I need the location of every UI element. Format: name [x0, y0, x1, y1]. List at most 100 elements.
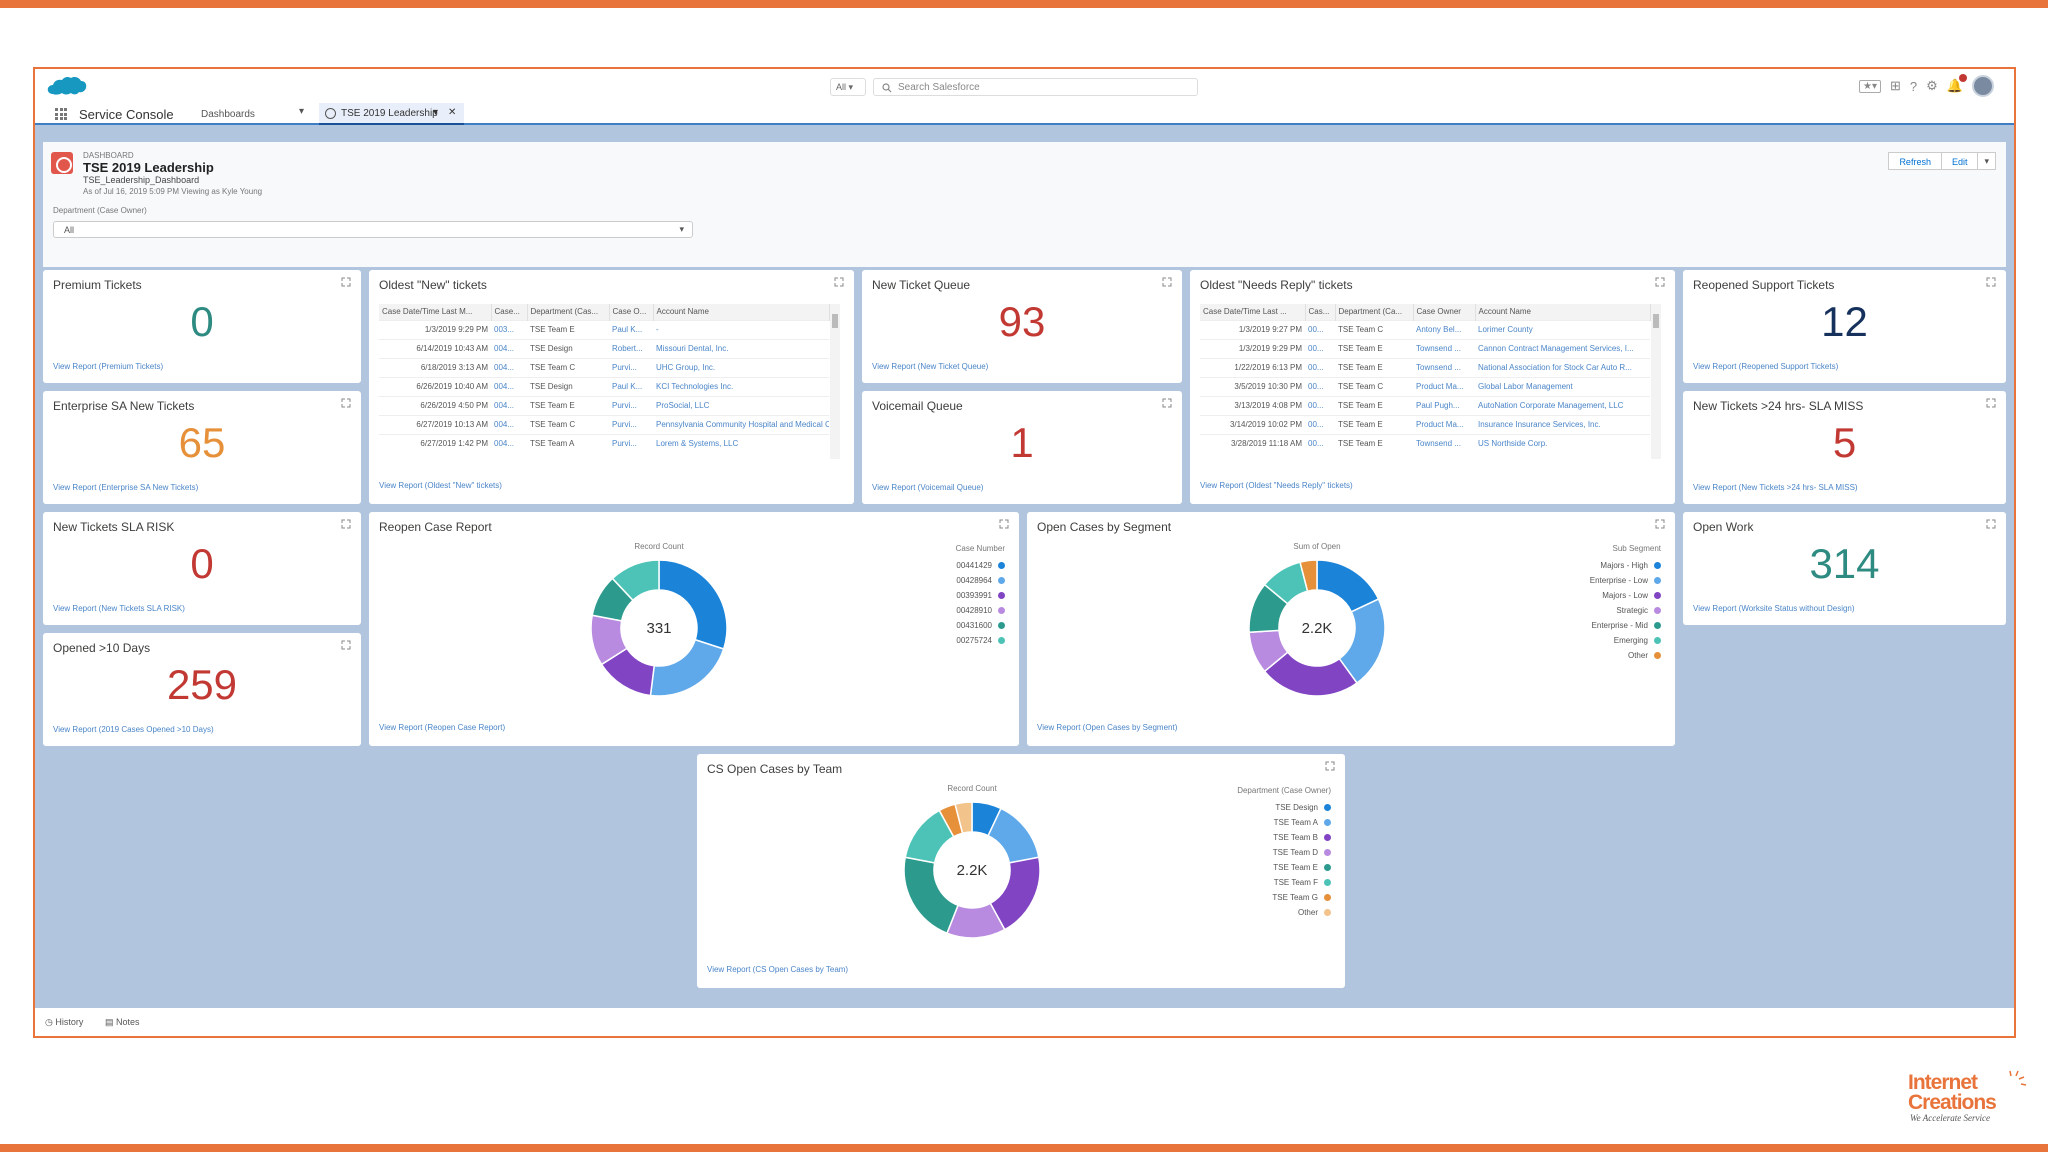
table-row[interactable]: 6/27/2019 10:13 AM 004... TSE Team C Purvi.…	[379, 414, 829, 434]
table-cell[interactable]: Paul Pugh...	[1413, 395, 1475, 415]
table-row[interactable]: 1/3/2019 9:27 PM 00... TSE Team C Antony Be…	[1200, 319, 1650, 339]
donut-slice-tse-team-e[interactable]	[903, 856, 959, 935]
history-button[interactable]: ◷ History	[45, 1017, 84, 1027]
table-cell[interactable]: Purvi...	[609, 357, 653, 377]
tab-dashboard[interactable]: TSE 2019 Leadership ▾ ✕	[319, 103, 464, 125]
expand-icon[interactable]	[1162, 398, 1172, 408]
team-donut-chart[interactable]: Record Count 2.2K	[882, 782, 1062, 952]
table-row[interactable]: 6/27/2019 1:42 PM 004... TSE Team A Purvi..…	[379, 433, 829, 453]
column-header[interactable]: Department (Ca...	[1335, 304, 1414, 320]
table-cell[interactable]: Paul K...	[609, 319, 653, 339]
table-scrollbar[interactable]	[1651, 304, 1661, 459]
view-report-link[interactable]: View Report (New Tickets >24 hrs- SLA MI…	[1693, 483, 1858, 492]
legend-item[interactable]: TSE Team B	[1191, 830, 1331, 845]
donut-slice-00428964[interactable]	[649, 638, 725, 697]
view-report-link[interactable]: View Report (Open Cases by Segment)	[1037, 723, 1178, 732]
column-header[interactable]: Case Date/Time Last M...	[379, 304, 492, 320]
table-scrollbar[interactable]	[830, 304, 840, 459]
search-input[interactable]: Search Salesforce	[873, 78, 1198, 96]
avatar[interactable]	[1972, 75, 1994, 97]
app-launcher-icon[interactable]	[55, 108, 67, 120]
table-cell[interactable]: UHC Group, Inc.	[653, 357, 829, 377]
view-report-link[interactable]: View Report (Oldest "New" tickets)	[379, 481, 502, 490]
table-row[interactable]: 1/3/2019 9:29 PM 00... TSE Team E Townsend …	[1200, 338, 1650, 358]
table-cell[interactable]: Antony Bel...	[1413, 319, 1475, 339]
column-header[interactable]: Case...	[491, 304, 528, 320]
legend-item[interactable]: Emerging	[1521, 633, 1661, 648]
expand-icon[interactable]	[341, 640, 351, 650]
chevron-down-icon[interactable]: ▾	[299, 106, 305, 117]
table-cell[interactable]: 00...	[1305, 376, 1335, 396]
view-report-link[interactable]: View Report (New Ticket Queue)	[872, 362, 989, 371]
table-row[interactable]: 3/14/2019 10:02 PM 00... TSE Team E Product…	[1200, 414, 1650, 434]
search-scope-select[interactable]: All ▾	[830, 78, 866, 96]
table-row[interactable]: 6/26/2019 10:40 AM 004... TSE Design Paul K…	[379, 376, 829, 396]
table-row[interactable]: 1/22/2019 6:13 PM 00... TSE Team E Townsend…	[1200, 357, 1650, 377]
legend-item[interactable]: Majors - Low	[1521, 588, 1661, 603]
view-report-link[interactable]: View Report (Reopen Case Report)	[379, 723, 506, 732]
table-cell[interactable]: 00...	[1305, 357, 1335, 377]
table-cell[interactable]: -	[653, 319, 829, 339]
table-cell[interactable]: Purvi...	[609, 433, 653, 453]
legend-item[interactable]: TSE Team E	[1191, 860, 1331, 875]
table-cell[interactable]: Insurance Insurance Services, Inc.	[1475, 414, 1650, 434]
table-cell[interactable]: 00...	[1305, 338, 1335, 358]
expand-icon[interactable]	[1655, 277, 1665, 287]
nav-item-selector[interactable]: Dashboards	[201, 109, 255, 120]
legend-item[interactable]: 00431600	[885, 618, 1005, 633]
global-actions-icon[interactable]: ⊞	[1890, 78, 1901, 93]
view-report-link[interactable]: View Report (Enterprise SA New Tickets)	[53, 483, 199, 492]
table-cell[interactable]: Global Labor Management	[1475, 376, 1650, 396]
table-cell[interactable]: ProSocial, LLC	[653, 395, 829, 415]
legend-item[interactable]: 00428910	[885, 603, 1005, 618]
table-cell[interactable]: 004...	[491, 376, 527, 396]
donut-slice-other[interactable]	[1299, 559, 1318, 593]
legend-item[interactable]: TSE Team D	[1191, 845, 1331, 860]
table-row[interactable]: 6/18/2019 3:13 AM 004... TSE Team C Purvi..…	[379, 357, 829, 377]
tab-chevron-icon[interactable]: ▾	[433, 107, 439, 118]
legend-item[interactable]: Other	[1521, 648, 1661, 663]
gear-icon[interactable]: ⚙	[1926, 78, 1938, 93]
expand-icon[interactable]	[1325, 761, 1335, 771]
table-row[interactable]: 3/5/2019 10:30 PM 00... TSE Team C Product …	[1200, 376, 1650, 396]
table-cell[interactable]: AutoNation Corporate Management, LLC	[1475, 395, 1650, 415]
column-header[interactable]: Account Name	[1475, 304, 1651, 320]
reopen-donut-chart[interactable]: Record Count 331	[569, 540, 749, 710]
salesforce-cloud-icon[interactable]	[45, 74, 87, 100]
department-filter-select[interactable]: All	[53, 221, 693, 238]
expand-icon[interactable]	[999, 519, 1009, 529]
legend-item[interactable]: TSE Team G	[1191, 890, 1331, 905]
table-cell[interactable]: Townsend ...	[1413, 433, 1475, 453]
column-header[interactable]: Case O...	[609, 304, 654, 320]
view-report-link[interactable]: View Report (New Tickets SLA RISK)	[53, 604, 185, 613]
notification-bell-icon[interactable]: 🔔	[1947, 74, 1967, 94]
table-cell[interactable]: Cannon Contract Management Services, I..…	[1475, 338, 1650, 358]
table-cell[interactable]: 004...	[491, 338, 527, 358]
table-cell[interactable]: Pennsylvania Community Hospital and Medi…	[653, 414, 829, 434]
legend-item[interactable]: 00441429	[885, 558, 1005, 573]
segment-donut-chart[interactable]: Sum of Open 2.2K	[1227, 540, 1407, 710]
legend-item[interactable]: 00393991	[885, 588, 1005, 603]
table-cell[interactable]: Townsend ...	[1413, 338, 1475, 358]
view-report-link[interactable]: View Report (Worksite Status without Des…	[1693, 604, 1855, 613]
expand-icon[interactable]	[1655, 519, 1665, 529]
donut-slice-00275724[interactable]	[611, 559, 660, 602]
view-report-link[interactable]: View Report (Voicemail Queue)	[872, 483, 984, 492]
table-row[interactable]: 6/14/2019 10:43 AM 004... TSE Design Robert…	[379, 338, 829, 358]
legend-item[interactable]: Enterprise - Low	[1521, 573, 1661, 588]
help-icon[interactable]: ?	[1909, 78, 1918, 94]
legend-item[interactable]: Strategic	[1521, 603, 1661, 618]
table-cell[interactable]: Paul K...	[609, 376, 653, 396]
view-report-link[interactable]: View Report (2019 Cases Opened >10 Days)	[53, 725, 214, 734]
view-report-link[interactable]: View Report (Premium Tickets)	[53, 362, 164, 371]
column-header[interactable]: Account Name	[653, 304, 830, 320]
more-actions-chevron-icon[interactable]: ▾	[1978, 152, 1996, 170]
table-cell[interactable]: Product Ma...	[1413, 376, 1475, 396]
expand-icon[interactable]	[834, 277, 844, 287]
table-row[interactable]: 3/28/2019 11:18 AM 00... TSE Team E Townsen…	[1200, 433, 1650, 453]
view-report-link[interactable]: View Report (Reopened Support Tickets)	[1693, 362, 1839, 371]
table-cell[interactable]: 00...	[1305, 433, 1335, 453]
notes-button[interactable]: ▤ Notes	[105, 1017, 140, 1027]
expand-icon[interactable]	[1986, 277, 1996, 287]
legend-item[interactable]: TSE Team F	[1191, 875, 1331, 890]
